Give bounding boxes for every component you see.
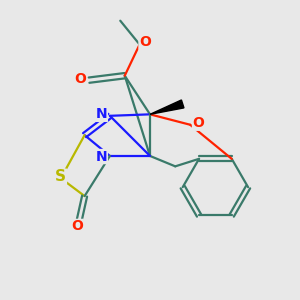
Text: O: O [139, 35, 151, 49]
Text: O: O [71, 219, 83, 233]
Text: N: N [96, 149, 107, 164]
Text: O: O [193, 116, 204, 130]
Text: S: S [55, 169, 66, 184]
Polygon shape [150, 100, 184, 114]
Text: O: O [74, 72, 86, 86]
Text: N: N [96, 107, 107, 121]
